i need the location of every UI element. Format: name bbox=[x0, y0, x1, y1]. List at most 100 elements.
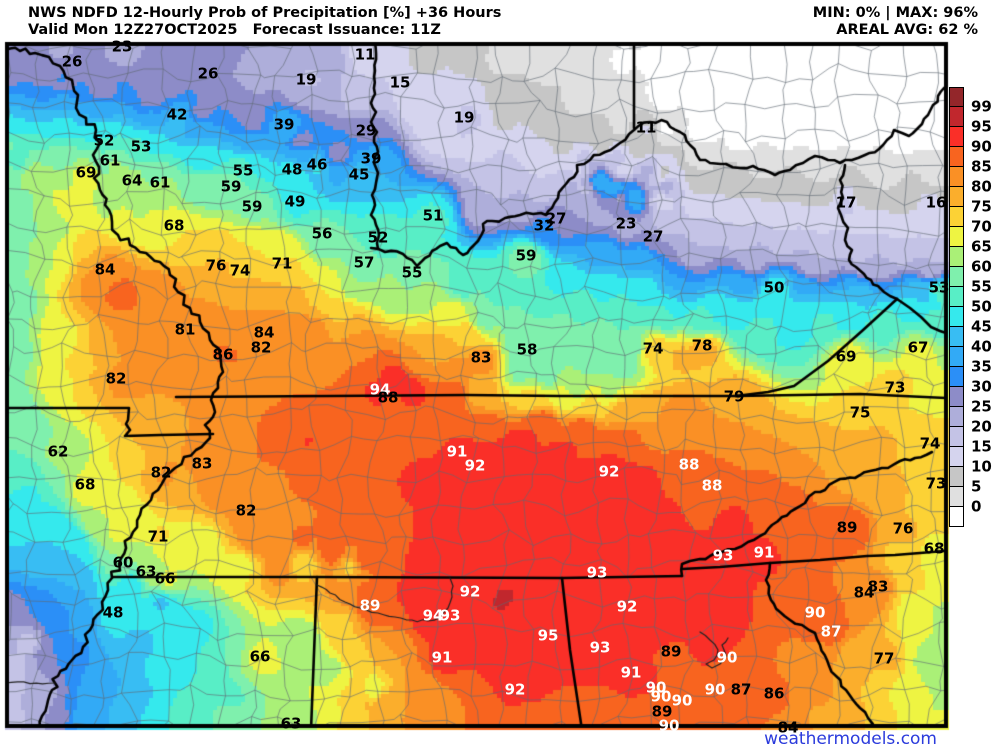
map-value-label: 55 bbox=[232, 161, 254, 180]
map-value-label: 26 bbox=[61, 52, 83, 71]
colorbar-band bbox=[949, 427, 964, 447]
map-value-label: 16 bbox=[925, 193, 947, 212]
map-value-label: 48 bbox=[281, 160, 303, 179]
colorbar-tick-label: 90 bbox=[971, 137, 992, 156]
map-value-label: 26 bbox=[197, 64, 219, 83]
map-value-label: 58 bbox=[516, 340, 538, 359]
map-value-label: 39 bbox=[273, 115, 295, 134]
map-value-label: 68 bbox=[163, 216, 185, 235]
map-value-label: 94 bbox=[369, 380, 391, 399]
map-value-label: 88 bbox=[377, 388, 399, 407]
colorbar-band bbox=[949, 347, 964, 367]
map-value-label: 61 bbox=[99, 151, 121, 170]
colorbar-tick-label: 0 bbox=[971, 497, 982, 516]
colorbar-tick-label: 85 bbox=[971, 157, 992, 176]
map-value-label: 87 bbox=[820, 622, 842, 641]
colorbar-band bbox=[949, 247, 964, 267]
map-value-label: 29 bbox=[355, 121, 377, 140]
map-value-label: 59 bbox=[220, 177, 242, 196]
map-value-label: 73 bbox=[925, 474, 947, 493]
map-value-label: 82 bbox=[235, 501, 257, 520]
map-value-label: 91 bbox=[431, 648, 453, 667]
map-value-label: 90 bbox=[645, 678, 667, 697]
map-value-label: 51 bbox=[422, 206, 444, 225]
map-value-label: 63 bbox=[135, 562, 157, 581]
map-value-label: 46 bbox=[306, 155, 328, 174]
map-value-label: 86 bbox=[212, 345, 234, 364]
colorbar-band bbox=[949, 147, 964, 167]
colorbar-band bbox=[949, 487, 964, 507]
map-value-label: 92 bbox=[598, 462, 620, 481]
map-value-label: 87 bbox=[730, 680, 752, 699]
map-value-label: 53 bbox=[928, 278, 950, 297]
map-value-label: 45 bbox=[348, 165, 370, 184]
colorbar-band bbox=[949, 107, 964, 127]
colorbar-tick-label: 95 bbox=[971, 117, 992, 136]
map-value-label: 88 bbox=[701, 476, 723, 495]
colorbar-band bbox=[949, 207, 964, 227]
map-value-label: 84 bbox=[253, 323, 275, 342]
colorbar-band bbox=[949, 507, 964, 527]
colorbar-tick-label: 99 bbox=[971, 97, 992, 116]
map-value-label: 74 bbox=[919, 434, 941, 453]
colorbar-tick-label: 55 bbox=[971, 277, 992, 296]
map-value-label: 84 bbox=[94, 260, 116, 279]
map-value-label: 42 bbox=[166, 105, 188, 124]
map-value-label: 79 bbox=[723, 387, 745, 406]
colorbar-tick-label: 40 bbox=[971, 337, 992, 356]
map-value-label: 90 bbox=[650, 687, 672, 706]
map-value-label: 63 bbox=[280, 714, 302, 733]
map-value-label: 64 bbox=[121, 171, 143, 190]
map-value-label: 68 bbox=[74, 475, 96, 494]
map-value-label: 94 bbox=[422, 606, 444, 625]
map-value-label: 17 bbox=[835, 193, 857, 212]
colorbar-band bbox=[949, 267, 964, 287]
map-value-label: 75 bbox=[849, 403, 871, 422]
map-value-label: 71 bbox=[147, 527, 169, 546]
colorbar-tick-label: 60 bbox=[971, 257, 992, 276]
map-value-label: 69 bbox=[835, 347, 857, 366]
map-value-label: 93 bbox=[439, 606, 461, 625]
map-value-label: 56 bbox=[311, 224, 333, 243]
map-value-label: 48 bbox=[102, 603, 124, 622]
map-value-label: 84 bbox=[853, 583, 875, 602]
colorbar-tick-label: 20 bbox=[971, 417, 992, 436]
map-value-label: 92 bbox=[464, 456, 486, 475]
map-value-label: 92 bbox=[504, 680, 526, 699]
map-value-label: 82 bbox=[150, 463, 172, 482]
map-value-label: 74 bbox=[642, 339, 664, 358]
map-value-label: 82 bbox=[250, 338, 272, 357]
map-value-label: 52 bbox=[93, 131, 115, 150]
colorbar-band bbox=[949, 227, 964, 247]
map-value-label: 27 bbox=[545, 209, 567, 228]
map-value-label: 90 bbox=[658, 716, 680, 735]
map-value-label: 55 bbox=[401, 263, 423, 282]
colorbar-tick-label: 70 bbox=[971, 217, 992, 236]
map-value-label: 91 bbox=[446, 442, 468, 461]
map-value-label: 89 bbox=[836, 518, 858, 537]
colorbar-tick-label: 30 bbox=[971, 377, 992, 396]
map-value-label: 93 bbox=[712, 546, 734, 565]
map-value-label: 11 bbox=[635, 118, 657, 137]
map-value-label: 89 bbox=[651, 702, 673, 721]
map-value-label: 23 bbox=[615, 214, 637, 233]
map-value-label: 88 bbox=[678, 455, 700, 474]
map-value-label: 62 bbox=[47, 442, 69, 461]
map-value-label: 77 bbox=[873, 649, 895, 668]
colorbar-band bbox=[949, 387, 964, 407]
map-value-label: 81 bbox=[174, 320, 196, 339]
colorbar-band bbox=[949, 407, 964, 427]
map-value-label: 90 bbox=[671, 691, 693, 710]
colorbar-tick-label: 80 bbox=[971, 177, 992, 196]
map-value-label: 91 bbox=[753, 543, 775, 562]
map-value-label: 52 bbox=[367, 228, 389, 247]
map-value-label: 78 bbox=[691, 336, 713, 355]
map-value-label: 67 bbox=[907, 338, 929, 357]
map-value-label: 66 bbox=[249, 647, 271, 666]
map-value-label: 76 bbox=[205, 256, 227, 275]
map-value-label: 91 bbox=[620, 663, 642, 682]
colorbar-tick-label: 5 bbox=[971, 477, 982, 496]
map-value-label: 68 bbox=[923, 539, 945, 558]
colorbar-band bbox=[949, 307, 964, 327]
map-value-label: 59 bbox=[515, 246, 537, 265]
